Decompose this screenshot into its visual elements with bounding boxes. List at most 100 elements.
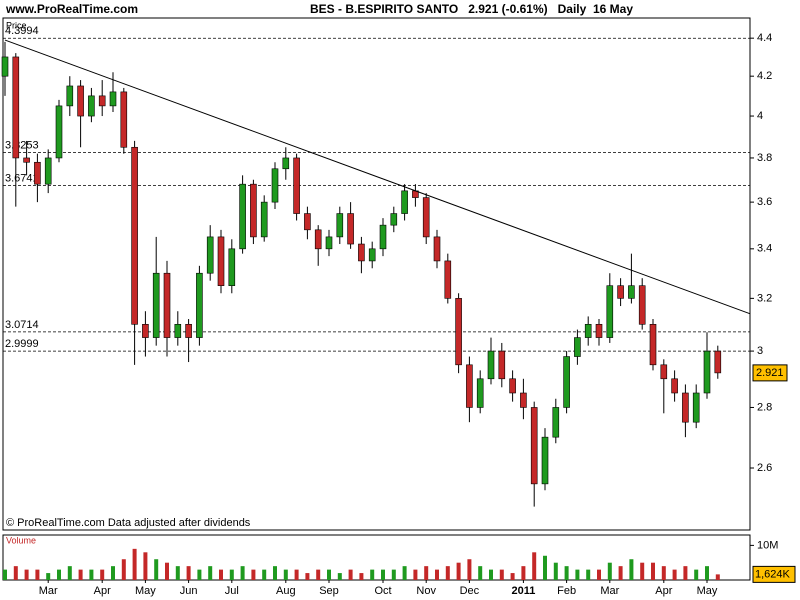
volume-panel: [2, 534, 751, 581]
volume-bar: [132, 548, 137, 580]
last-volume-box: [752, 565, 796, 583]
candle-body: [368, 248, 376, 262]
volume-bar: [337, 573, 342, 580]
candle-body: [541, 436, 549, 485]
candle-body: [660, 364, 668, 380]
volume-bar: [391, 569, 396, 580]
price-panel: [2, 17, 751, 531]
volume-bar: [3, 569, 7, 580]
candle-body: [12, 56, 20, 159]
volume-bar: [229, 569, 234, 580]
volume-bar: [607, 562, 612, 580]
candle-body: [358, 243, 365, 262]
volume-bar: [683, 566, 688, 580]
candle-body: [55, 105, 63, 159]
candle-body: [455, 298, 462, 366]
level-label: 3.0714: [5, 319, 39, 331]
volume-bar: [381, 569, 385, 580]
volume-bar: [651, 562, 655, 580]
volume-bar: [370, 569, 375, 580]
candle-body: [476, 378, 484, 408]
volume-bar: [629, 559, 634, 580]
candle-body: [347, 213, 354, 245]
volume-bar: [294, 569, 299, 580]
volume-bar: [543, 555, 547, 580]
x-tick-label: Apr: [94, 585, 111, 597]
volume-bar: [175, 566, 180, 580]
volume-bar: [456, 562, 461, 580]
x-tick-label: Feb: [557, 585, 576, 597]
candle-body: [390, 213, 398, 226]
level-label: 4.3994: [5, 25, 39, 37]
candle-body: [336, 213, 344, 238]
volume-bar: [219, 569, 223, 580]
volume-bar: [35, 569, 40, 580]
x-tick-label: 2011: [511, 585, 535, 597]
volume-bar: [111, 566, 115, 580]
candle-body: [379, 224, 387, 250]
candle-body: [325, 236, 333, 250]
candle-body: [185, 323, 192, 338]
volume-bar: [100, 569, 105, 580]
volume-bar: [67, 566, 72, 580]
footnote: © ProRealTime.com Data adjusted after di…: [6, 517, 251, 529]
volume-bar: [316, 569, 321, 580]
candle-body: [552, 407, 560, 438]
last-volume-label: 1,624K: [755, 568, 791, 580]
candle-body: [250, 183, 257, 238]
candle-body: [574, 337, 581, 357]
volume-bar: [413, 569, 418, 580]
y-tick-label: 3.6: [757, 196, 772, 208]
candle-body: [34, 161, 41, 185]
volume-bar: [305, 573, 310, 580]
candle-body: [77, 85, 84, 117]
candle-body: [444, 260, 452, 299]
candle-body: [638, 285, 646, 325]
candle-body: [692, 392, 700, 423]
volume-bar: [359, 573, 364, 580]
candle-body: [314, 229, 322, 250]
volume-bar: [618, 566, 623, 580]
level-label: 3.6741: [5, 172, 39, 184]
volume-tick-label: 10M: [757, 539, 778, 551]
candle-body: [520, 392, 527, 408]
candle-body: [617, 285, 624, 299]
candle-body: [487, 350, 495, 380]
price-label: Price: [6, 20, 27, 30]
volume-bar: [24, 569, 29, 580]
volume-bar: [435, 569, 439, 580]
candle-body: [271, 168, 279, 203]
candle-body: [131, 146, 138, 325]
volume-bar: [348, 569, 353, 580]
candle-body: [174, 323, 182, 338]
volume-bar: [510, 573, 515, 580]
volume-bar: [402, 566, 407, 580]
volume-bar: [597, 569, 601, 580]
candle-body: [152, 272, 160, 338]
candle-body: [466, 364, 473, 408]
volume-bar: [327, 569, 331, 580]
x-tick-label: Dec: [460, 585, 480, 597]
level-label: 2.9999: [5, 338, 39, 350]
volume-bar: [564, 566, 569, 580]
volume-bar: [499, 569, 504, 580]
candle-body: [530, 407, 538, 485]
volume-bar: [46, 573, 51, 580]
volume-bar: [672, 569, 677, 580]
volume-bar: [208, 566, 213, 580]
site-header: www.ProRealTime.com: [5, 2, 138, 16]
volume-bar: [575, 569, 580, 580]
y-tick-label: 3.8: [757, 152, 772, 164]
candle-body: [260, 201, 268, 238]
x-tick-label: Aug: [276, 585, 296, 597]
candle-body: [228, 248, 236, 286]
candle-body: [239, 183, 246, 250]
level-label: 3.8253: [5, 139, 39, 151]
candle-body: [606, 285, 614, 338]
candle-body: [142, 323, 149, 338]
candle-body: [498, 350, 506, 380]
volume-bar: [165, 562, 169, 580]
candle-body: [88, 95, 95, 117]
volume-bar: [705, 566, 709, 580]
